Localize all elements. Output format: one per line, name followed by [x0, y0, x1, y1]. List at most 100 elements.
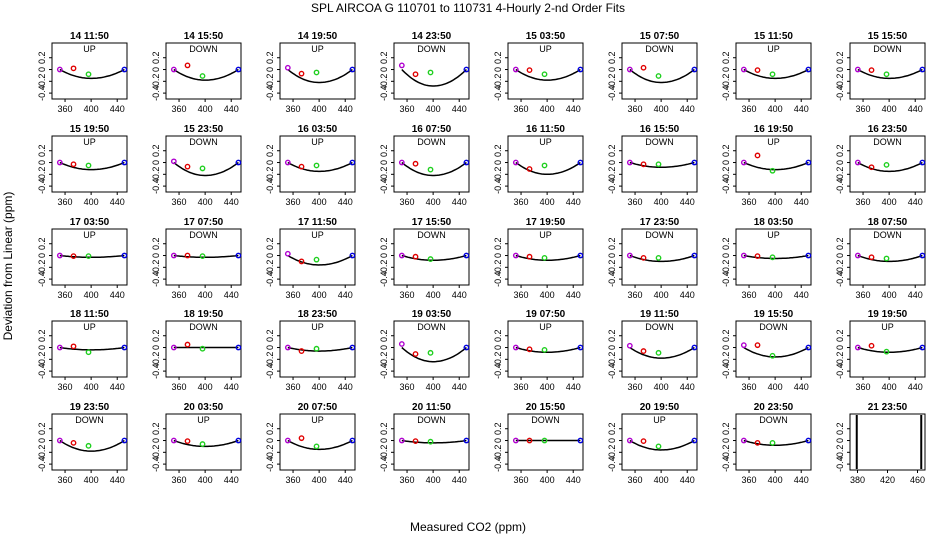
data-point [56, 159, 63, 166]
direction-label: DOWN [75, 415, 104, 425]
plot-frame [279, 42, 356, 100]
y-tick-label: -0.4 [151, 456, 161, 472]
data-point [427, 438, 434, 445]
y-tick-label: -0.4 [721, 271, 731, 287]
y-tick-label: -0.2 [151, 167, 161, 183]
y-tick-label: -0.2 [37, 74, 47, 90]
direction-label: UP [311, 44, 324, 54]
fit-curve [401, 254, 467, 261]
panel: 17 03:50 360 400 440 0.2 0 -0.2-0.4 UP [37, 217, 128, 300]
x-tick-label: 360 [400, 197, 415, 207]
data-point [526, 253, 533, 260]
y-tick-label: -0.4 [835, 178, 845, 194]
data-point [170, 252, 177, 259]
data-point [170, 344, 177, 351]
data-point [199, 253, 206, 260]
y-tick-label: 0.2 [721, 329, 731, 342]
data-point [626, 342, 633, 349]
x-tick-label: 360 [286, 290, 301, 300]
x-tick-label: 360 [172, 382, 187, 392]
data-point [740, 66, 747, 73]
x-tick-label: 360 [514, 104, 529, 114]
x-tick-label: 400 [768, 382, 783, 392]
fit-curve [401, 161, 467, 177]
panel: 21 23:50 380 420 460 0.2 0 -0.2-0.4 [835, 402, 926, 485]
y-tick-label: -0.2 [721, 445, 731, 461]
data-point [740, 252, 747, 259]
y-tick-label: 0 [721, 67, 731, 72]
y-tick-label: 0 [379, 253, 389, 258]
panel: 20 03:50 360 400 440 0.2 0 -0.2-0.4 UP [151, 402, 242, 485]
y-tick-label: 0.2 [493, 51, 503, 64]
data-point [691, 66, 698, 73]
x-tick-label: 400 [198, 382, 213, 392]
panel: 17 15:50 360 400 440 0.2 0 -0.2-0.4 DOWN [379, 217, 470, 300]
y-tick-label: 0 [835, 160, 845, 165]
y-tick-label: 0 [835, 345, 845, 350]
data-point [526, 346, 533, 353]
panel-title: 18 23:50 [298, 309, 338, 320]
data-point [541, 437, 548, 444]
x-tick-label: 440 [110, 290, 125, 300]
data-point [541, 162, 548, 169]
data-point [398, 252, 405, 259]
y-tick-label: 0 [265, 253, 275, 258]
direction-label: UP [197, 415, 210, 425]
data-point [412, 438, 419, 445]
panel: 15 07:50 360 400 440 0.2 0 -0.2-0.4 DOWN [607, 31, 698, 114]
data-point [398, 437, 405, 444]
y-tick-label: -0.2 [835, 260, 845, 276]
direction-label: UP [311, 322, 324, 332]
x-tick-label: 400 [540, 104, 555, 114]
data-point [655, 349, 662, 356]
x-tick-label: 360 [58, 104, 73, 114]
data-point [412, 71, 419, 78]
panel: 18 19:50 360 400 440 0.2 0 -0.2-0.4 DOWN [151, 309, 242, 392]
data-point [70, 161, 77, 168]
data-point [349, 437, 356, 444]
data-point [512, 437, 519, 444]
direction-label: UP [653, 415, 666, 425]
data-point [883, 71, 890, 78]
data-point [184, 163, 191, 170]
fit-curve [59, 439, 125, 452]
data-point [184, 341, 191, 348]
data-point [284, 437, 291, 444]
plot-frame [165, 413, 242, 471]
direction-label: UP [83, 322, 96, 332]
data-point [313, 162, 320, 169]
direction-label: DOWN [645, 137, 674, 147]
y-tick-label: 0.2 [37, 144, 47, 157]
data-point [754, 439, 761, 446]
x-tick-label: 440 [452, 382, 467, 392]
y-tick-label: -0.2 [493, 445, 503, 461]
x-tick-label: 360 [742, 382, 757, 392]
y-tick-label: -0.4 [607, 456, 617, 472]
plot-frame [51, 413, 128, 471]
y-tick-label: -0.4 [721, 85, 731, 101]
y-tick-label: 0.2 [493, 329, 503, 342]
x-tick-label: 440 [794, 290, 809, 300]
y-tick-label: -0.2 [151, 352, 161, 368]
data-point [919, 252, 926, 259]
fit-curve [743, 346, 809, 358]
y-tick-label: -0.2 [151, 260, 161, 276]
panel-title: 19 23:50 [70, 402, 110, 413]
x-tick-label: 360 [628, 475, 643, 485]
panel: 16 11:50 360 400 440 0.2 0 -0.2-0.4 UP [493, 124, 584, 207]
x-tick-label: 440 [680, 382, 695, 392]
panel: 17 11:50 360 400 440 0.2 0 -0.2-0.4 UP [265, 217, 356, 300]
y-tick-label: 0 [493, 438, 503, 443]
panel: 15 11:50 360 400 440 0.2 0 -0.2-0.4 UP [721, 31, 812, 114]
x-tick-label: 440 [338, 104, 353, 114]
data-point [854, 252, 861, 259]
y-tick-label: 0 [493, 67, 503, 72]
fit-curve [173, 439, 239, 448]
x-tick-label: 440 [452, 475, 467, 485]
y-tick-label: -0.2 [151, 445, 161, 461]
y-tick-label: 0 [37, 160, 47, 165]
panel: 16 07:50 360 400 440 0.2 0 -0.2-0.4 DOWN [379, 124, 470, 207]
data-point [805, 66, 812, 73]
x-tick-label: 360 [400, 475, 415, 485]
